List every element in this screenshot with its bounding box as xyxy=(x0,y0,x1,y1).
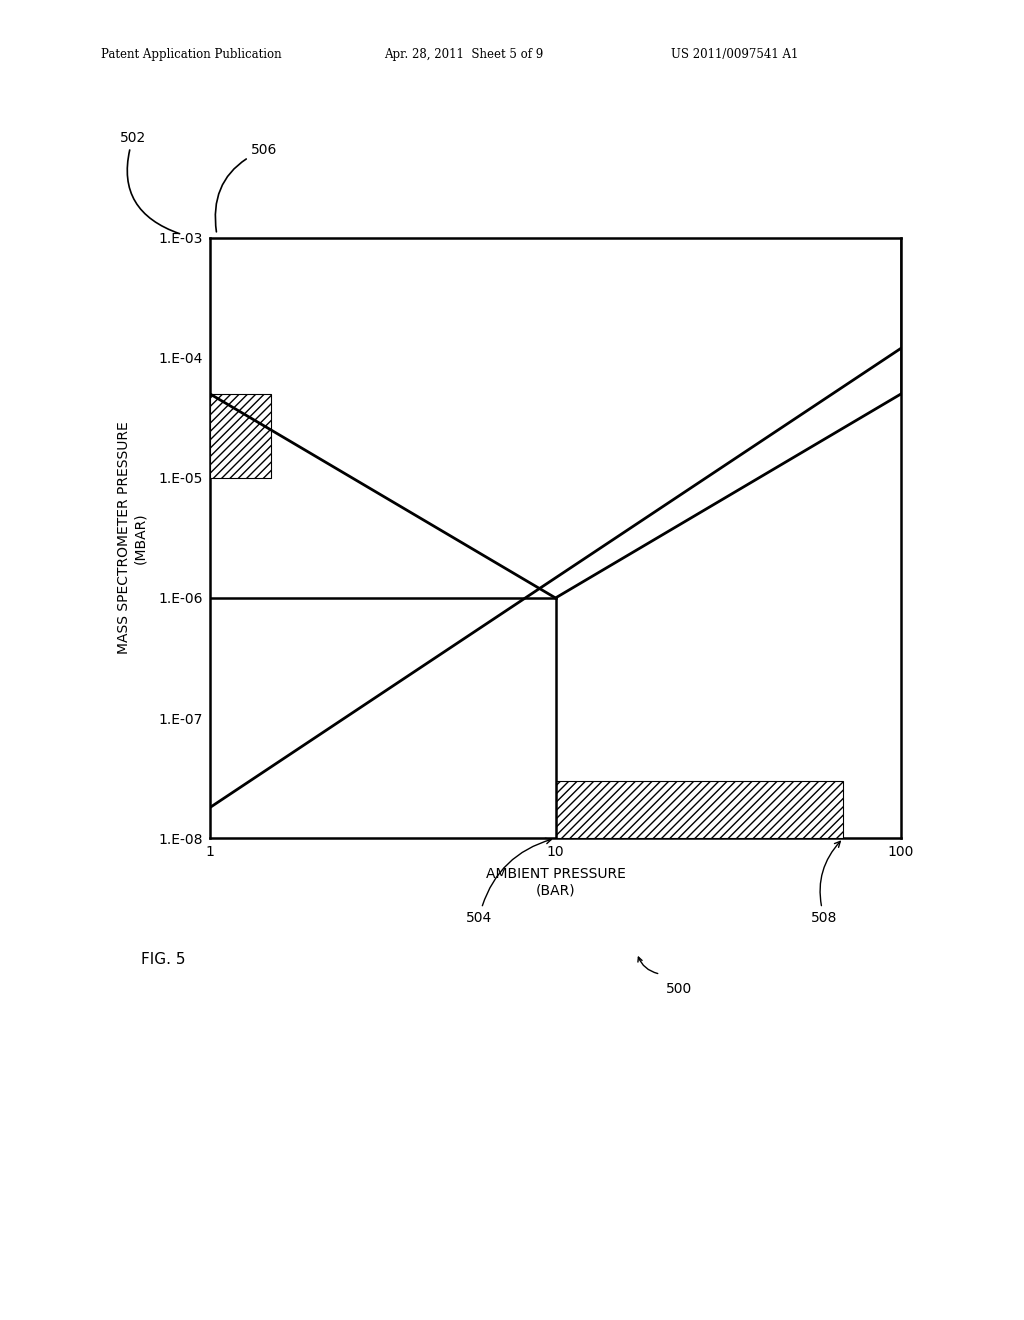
Text: 504: 504 xyxy=(466,838,551,925)
Text: 506: 506 xyxy=(215,143,278,232)
Text: Patent Application Publication: Patent Application Publication xyxy=(101,48,282,61)
X-axis label: AMBIENT PRESSURE
(BAR): AMBIENT PRESSURE (BAR) xyxy=(485,867,626,898)
Y-axis label: MASS SPECTROMETER PRESSURE
(MBAR): MASS SPECTROMETER PRESSURE (MBAR) xyxy=(117,421,147,655)
Text: US 2011/0097541 A1: US 2011/0097541 A1 xyxy=(671,48,798,61)
Bar xyxy=(555,781,843,838)
Text: 500: 500 xyxy=(666,982,692,995)
Text: 508: 508 xyxy=(811,841,841,925)
Text: 502: 502 xyxy=(120,131,179,234)
Text: Apr. 28, 2011  Sheet 5 of 9: Apr. 28, 2011 Sheet 5 of 9 xyxy=(384,48,544,61)
Text: FIG. 5: FIG. 5 xyxy=(141,952,185,966)
Bar xyxy=(210,393,270,478)
